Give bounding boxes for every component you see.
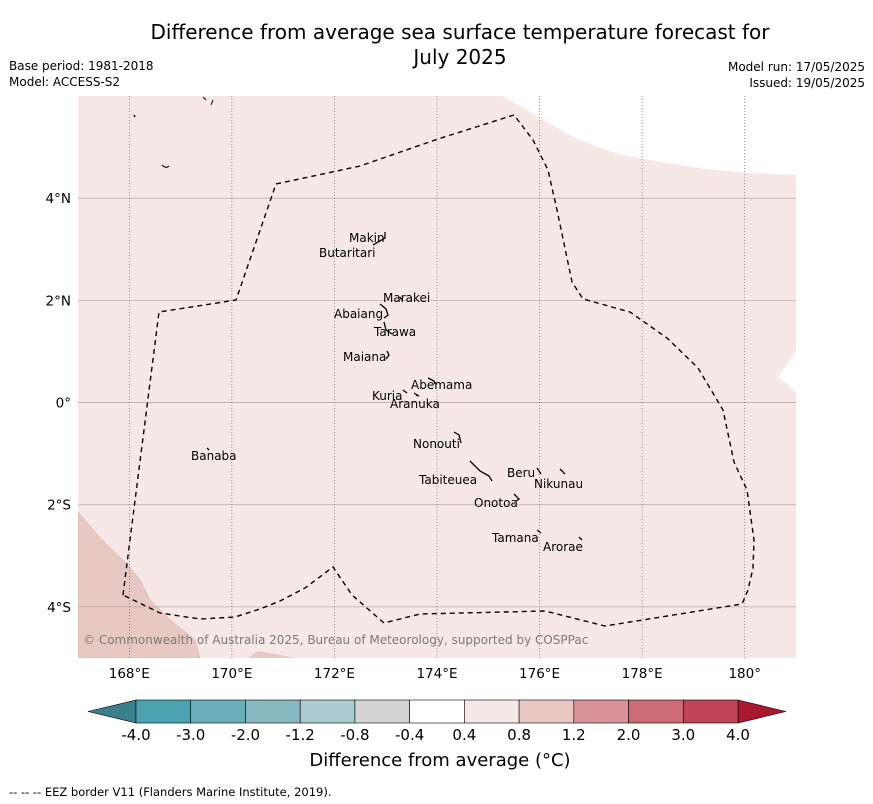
island-label-banaba: Banaba — [191, 449, 237, 463]
eez-border-gilbert — [122, 114, 755, 627]
colorbar-tick-label: 0.4 — [452, 726, 476, 744]
island-label-aranuka: Aranuka — [390, 397, 440, 411]
island-outline — [469, 460, 493, 482]
coastline-north-west — [202, 96, 214, 106]
island-label-marakei: Marakei — [383, 291, 430, 305]
longitude-tick-label: 172°E — [314, 666, 355, 682]
island-outline — [399, 296, 403, 301]
base-period: Base period: 1981-2018 — [9, 59, 154, 73]
colorbar-tick-label: 2.0 — [617, 726, 641, 744]
longitude-tick-label: 176°E — [519, 666, 560, 682]
latitude-tick-label: 4°N — [46, 191, 71, 207]
colorbar-tick-label: -4.0 — [121, 726, 150, 744]
colorbar-tick-label: -1.2 — [286, 726, 315, 744]
colorbar-segment — [245, 699, 301, 724]
title-line-1: Difference from average sea surface temp… — [150, 20, 770, 44]
colorbar-segment — [518, 699, 575, 724]
island-label-nonouti: Nonouti — [413, 437, 460, 451]
colorbar-tick-label: -0.8 — [340, 726, 369, 744]
copyright-notice: © Commonwealth of Australia 2025, Bureau… — [83, 633, 588, 647]
island-outline — [402, 389, 408, 394]
colorbar-tick-label: -2.0 — [231, 726, 260, 744]
model-run: Model run: 17/05/2025 — [727, 60, 865, 74]
island-label-onotoa: Onotoa — [474, 496, 518, 510]
island-label-arorae: Arorae — [543, 540, 583, 554]
island-label-abaiang: Abaiang — [334, 307, 383, 321]
metadata-left: Base period: 1981-2018 Model: ACCESS-S2 — [9, 58, 154, 90]
model-name: Model: ACCESS-S2 — [9, 75, 121, 89]
colorbar-label: Difference from average (°C) — [309, 750, 571, 771]
longitude-tick-label: 180° — [728, 666, 761, 682]
colorbar-segment — [628, 699, 684, 724]
island-outline — [413, 392, 420, 397]
colorbar-tick-label: 3.0 — [671, 726, 695, 744]
latitude-tick-label: 2°N — [46, 293, 71, 309]
island-outline — [513, 493, 521, 502]
colorbar-segment — [573, 699, 629, 724]
colorbar-segment — [135, 699, 192, 724]
colorbar-segment — [299, 699, 356, 724]
island-label-tabiteuea: Tabiteuea — [418, 473, 477, 487]
longitude-tick-label: 168°E — [109, 666, 150, 682]
island-outline — [379, 303, 389, 319]
colorbar-segment — [464, 699, 520, 724]
island-label-makin: Makin — [349, 231, 385, 245]
island-outline — [536, 467, 542, 475]
latitude-tick-label: 0° — [56, 396, 71, 412]
coastline-islet — [161, 164, 170, 168]
colorbar-tick-label: 1.2 — [562, 726, 586, 744]
warm-region-bottom-left — [78, 511, 201, 658]
island-label-maiana: Maiana — [343, 350, 386, 364]
colorbar-tick-label: 0.8 — [507, 726, 531, 744]
colorbar-segment — [409, 699, 465, 724]
island-label-abemama: Abemama — [411, 378, 472, 392]
chart-title: Difference from average sea surface temp… — [110, 20, 810, 70]
title-line-2: July 2025 — [413, 45, 507, 69]
colorbar: -4.0 -3.0 -2.0 -1.2 -0.8 -0.4 0.4 0.8 1.2 2.0 3.0 4… — [87, 699, 787, 744]
island-outline — [427, 377, 436, 385]
island-outline-banaba — [206, 447, 210, 451]
colorbar-tick-label: -3.0 — [176, 726, 205, 744]
island-outline — [536, 529, 542, 534]
longitude-tick-label: 174°E — [416, 666, 457, 682]
longitude-tick-label: 170°E — [211, 666, 252, 682]
island-label-kuria: Kuria — [372, 389, 403, 403]
island-outline — [385, 350, 390, 360]
colorbar-segment — [354, 699, 410, 724]
white-region-right — [778, 352, 796, 392]
issued-date: Issued: 19/05/2025 — [749, 76, 865, 90]
colorbar-tick-label: 4.0 — [726, 726, 750, 744]
white-region-top — [503, 96, 796, 175]
island-label-tarawa: Tarawa — [373, 325, 416, 339]
island-outline — [453, 431, 462, 444]
metadata-right: Model run: 17/05/2025 Issued: 19/05/2025 — [728, 59, 865, 91]
colorbar-tick-label: -0.4 — [395, 726, 424, 744]
latitude-tick-label: 2°S — [47, 498, 71, 514]
island-outline — [559, 468, 566, 475]
eez-border-legend: -- -- -- EEZ border V11 (Flanders Marine… — [9, 785, 332, 799]
island-outline — [383, 321, 393, 335]
coastline-islet — [133, 114, 136, 118]
colorbar-under-arrow — [87, 699, 137, 724]
island-label-nikunau: Nikunau — [534, 477, 583, 491]
island-label-beru: Beru — [507, 466, 535, 480]
island-outline — [372, 232, 386, 246]
island-label-butaritari: Butaritari — [319, 246, 376, 260]
longitude-tick-label: 178°E — [622, 666, 663, 682]
colorbar-over-arrow — [737, 699, 787, 724]
latitude-tick-label: 4°S — [47, 600, 71, 616]
island-label-tamana: Tamana — [491, 531, 539, 545]
colorbar-segment — [190, 699, 246, 724]
colorbar-segment — [682, 699, 739, 724]
warm-region-bottom — [248, 651, 296, 658]
island-outline — [578, 536, 583, 541]
